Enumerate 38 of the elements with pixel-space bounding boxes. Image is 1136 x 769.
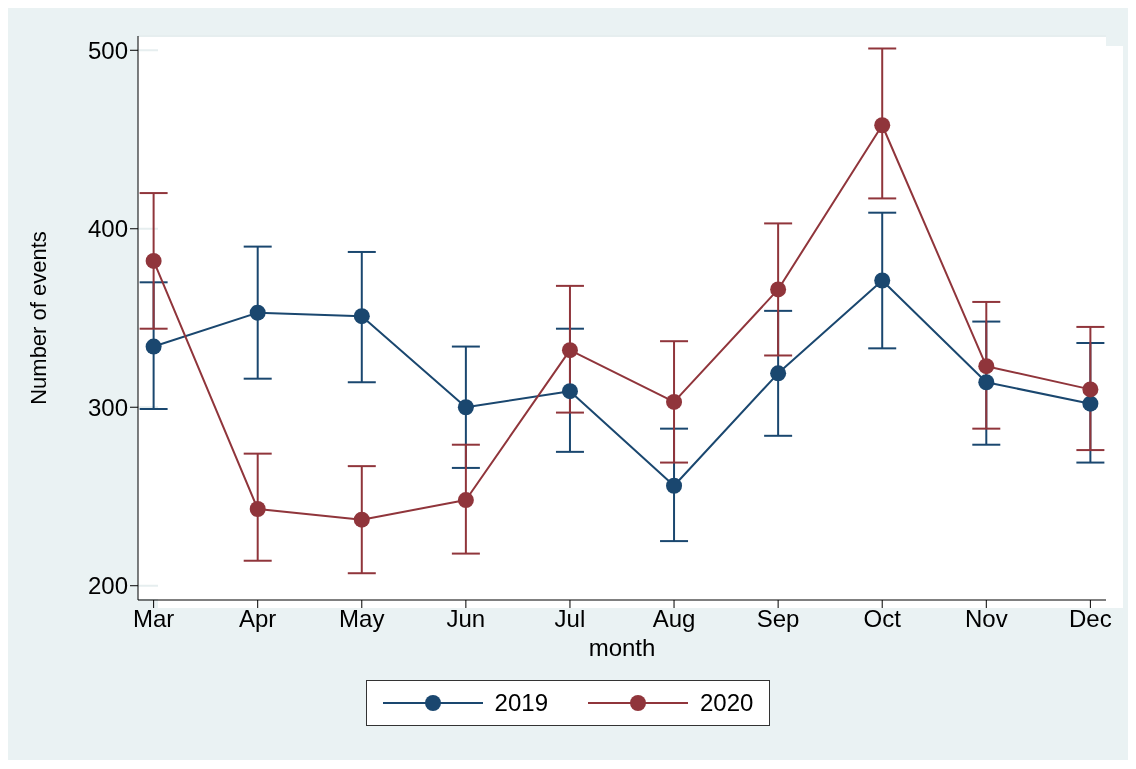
point — [249, 304, 266, 321]
point — [457, 399, 474, 416]
x-tick-label: Jun — [446, 605, 486, 633]
point — [666, 393, 683, 410]
y-tick-label: 300 — [87, 393, 128, 421]
point — [1082, 381, 1099, 398]
point — [770, 281, 787, 298]
x-tick-label: Nov — [964, 605, 1008, 633]
point — [770, 365, 787, 382]
point — [874, 272, 891, 289]
y-axis-title: Number of events — [25, 231, 51, 405]
point — [561, 383, 578, 400]
point — [353, 511, 370, 528]
point — [1082, 395, 1099, 412]
point — [249, 500, 266, 517]
y-tick-label: 200 — [87, 572, 128, 600]
point — [561, 342, 578, 359]
legend-label: 2020 — [700, 689, 754, 717]
x-tick-label: Oct — [863, 605, 902, 633]
x-tick-label: Aug — [652, 605, 696, 633]
point — [666, 477, 683, 494]
x-tick-label: Apr — [239, 605, 277, 633]
x-axis-title: month — [588, 634, 656, 661]
x-tick-label: Mar — [132, 605, 175, 633]
point — [145, 338, 162, 355]
x-tick-label: Sep — [756, 605, 800, 633]
x-tick-label: May — [339, 605, 385, 633]
point — [353, 308, 370, 325]
legend-label: 2019 — [494, 689, 548, 717]
point — [874, 117, 891, 134]
point — [978, 358, 995, 375]
point — [145, 252, 162, 269]
point — [457, 492, 474, 509]
y-tick-label: 500 — [87, 36, 128, 64]
y-tick-label: 400 — [87, 215, 128, 243]
x-tick-label: Dec — [1069, 605, 1112, 633]
x-tick-label: Jul — [554, 605, 586, 633]
point — [978, 374, 995, 391]
